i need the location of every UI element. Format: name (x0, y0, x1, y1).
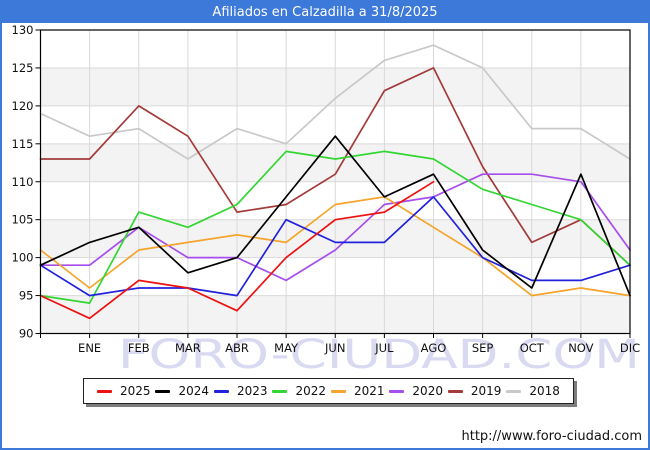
legend-item-2024: 2024 (155, 384, 209, 398)
legend-item-2023: 2023 (213, 384, 268, 398)
legend-swatch-2025 (97, 389, 112, 393)
x-axis-label-MAY: MAY (274, 341, 299, 355)
x-axis-label-JUN: JUN (324, 341, 345, 355)
legend-label-2020: 2020 (412, 384, 443, 398)
x-axis-label-MAR: MAR (175, 341, 201, 355)
y-axis-label-105: 105 (12, 213, 34, 227)
series-line-2024 (39, 135, 631, 297)
y-axis-label-130: 130 (12, 23, 34, 37)
legend-item-2022: 2022 (272, 384, 326, 398)
y-axis-label-100: 100 (12, 251, 34, 265)
legend-label-2019: 2019 (470, 384, 502, 398)
x-axis-label-SEP: SEP (472, 341, 494, 355)
y-axis-label-115: 115 (12, 137, 34, 151)
y-axis-label-95: 95 (19, 289, 34, 303)
legend-label-2025: 2025 (120, 384, 151, 398)
legend-swatch-2022 (272, 389, 288, 393)
legend-label-2023: 2023 (236, 384, 268, 398)
legend-item-2018: 2018 (506, 384, 560, 398)
legend-item-2025: 2025 (97, 384, 151, 398)
x-axis-label-AGO: AGO (421, 341, 447, 355)
legend-swatch-2024 (155, 389, 171, 393)
legend-swatch-2020 (389, 389, 405, 393)
legend-label-2018: 2018 (529, 384, 560, 398)
legend-swatch-2023 (213, 389, 229, 393)
y-axis-label-110: 110 (12, 175, 34, 189)
source-url: http://www.foro-ciudad.com (461, 429, 642, 444)
series-line-2018 (39, 44, 631, 160)
x-axis-label-DIC: DIC (620, 341, 640, 355)
series-line-2021 (39, 196, 631, 297)
y-axis-label-90: 90 (19, 327, 34, 341)
series-line-2019 (39, 67, 631, 267)
legend-swatch-2021 (330, 389, 346, 393)
legend-item-2021: 2021 (330, 384, 385, 398)
legend-item-2019: 2019 (447, 384, 502, 398)
watermark-text: FORO-CIUDAD.COM (118, 332, 640, 378)
x-axis-label-JUL: JUL (374, 341, 394, 355)
series-line-2022 (39, 150, 631, 304)
legend-label-2022: 2022 (295, 384, 326, 398)
series-line-2023 (39, 196, 631, 297)
x-axis-label-ENE: ENE (78, 341, 101, 355)
series-line-2025 (39, 180, 435, 320)
legend-item-2020: 2020 (389, 384, 443, 398)
chart-legend: 2025 2024 2023 2022 2021 2020 2019 2018 (83, 378, 574, 404)
x-axis-label-OCT: OCT (520, 341, 545, 355)
x-axis-label-NOV: NOV (568, 341, 593, 355)
y-axis-label-125: 125 (12, 61, 34, 75)
legend-label-2021: 2021 (353, 384, 385, 398)
x-axis-label-FEB: FEB (128, 341, 150, 355)
y-axis-label-120: 120 (12, 99, 34, 113)
legend-swatch-2019 (447, 389, 463, 393)
chart-title: Afiliados en Calzadilla a 31/8/2025 (2, 2, 648, 23)
legend-swatch-2018 (506, 389, 522, 393)
legend-label-2024: 2024 (178, 384, 210, 398)
plot-border (39, 29, 631, 335)
x-axis-label-ABR: ABR (225, 341, 249, 355)
